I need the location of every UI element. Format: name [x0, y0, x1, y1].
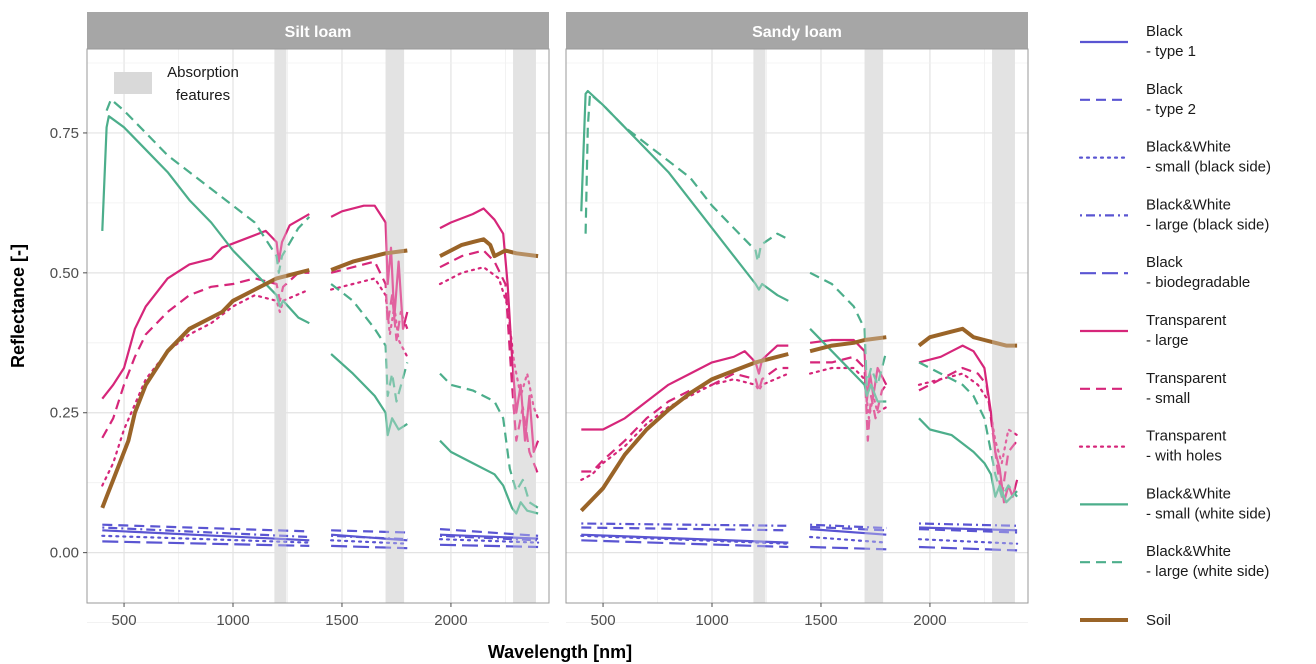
series-line — [101, 204, 540, 453]
series-lines — [100, 98, 540, 550]
x-tick-label: 1000 — [695, 612, 728, 629]
series-line — [100, 237, 539, 509]
panel-border — [86, 48, 550, 604]
series-line — [581, 338, 1019, 504]
absorption-band-overlay — [385, 49, 405, 603]
absorption-band-overlay — [753, 49, 766, 603]
absorption-band — [513, 49, 536, 603]
facet-title: Silt loam — [285, 24, 352, 41]
annotation-swatch — [114, 72, 152, 94]
legend: Black - type 1 Black - type 2 Black&White - s… — [1078, 23, 1271, 629]
legend-item: Black&White - large (black side) — [1080, 196, 1269, 233]
x-tick-label: 2000 — [434, 612, 467, 629]
series-line — [102, 526, 539, 542]
absorption-band — [274, 49, 287, 603]
legend-item: Black&White - large (white side) — [1080, 543, 1269, 580]
legend-label-line2: - small (white side) — [1146, 505, 1271, 522]
legend-label-line2: - type 1 — [1146, 43, 1196, 60]
facet-strip — [566, 12, 1028, 49]
series-line — [102, 540, 539, 550]
y-axis-title: Reflectance [-] — [8, 244, 28, 368]
legend-label-line2: - with holes — [1146, 448, 1222, 465]
legend-item: Black - type 2 — [1080, 81, 1196, 118]
legend-label-line1: Black — [1146, 254, 1183, 271]
gridlines — [87, 49, 549, 623]
y-tick-label: 0.00 — [50, 545, 79, 562]
facet-panels: Silt loam 500 1000 1500 2000 0.00 0.25 0.50 0.75… — [50, 12, 1029, 629]
series-line — [102, 523, 539, 537]
absorption-band — [753, 49, 766, 603]
legend-item: Transparent - large — [1080, 312, 1227, 349]
legend-label-line2: - small — [1146, 390, 1190, 407]
series-line — [101, 249, 540, 475]
legend-item: Transparent - small — [1080, 370, 1227, 407]
legend-label-line2: - type 2 — [1146, 101, 1196, 118]
x-tick-label: 2000 — [913, 612, 946, 629]
series-line — [101, 534, 540, 545]
legend-item: Soil — [1080, 612, 1171, 629]
x-axis-title: Wavelength [nm] — [488, 642, 632, 662]
x-tick-label: 1000 — [216, 612, 249, 629]
panel-1: Silt loam 500 1000 1500 2000 0.00 0.25 0.50 0.75… — [50, 12, 550, 629]
legend-label-line1: Black — [1146, 81, 1183, 98]
facet-strip — [87, 12, 549, 49]
annotation-label-line2: features — [176, 87, 230, 104]
series-line — [581, 526, 1018, 544]
legend-label-line1: Black&White — [1146, 485, 1231, 502]
series-line — [101, 266, 540, 487]
legend-label-line1: Black&White — [1146, 543, 1231, 560]
y-tick-label: 0.25 — [50, 405, 79, 422]
legend-label-line1: Transparent — [1146, 428, 1227, 445]
series-line — [581, 522, 1018, 530]
legend-label-line2: - large (black side) — [1146, 216, 1269, 233]
legend-label-line1: Soil — [1146, 612, 1171, 629]
absorption-band-overlay — [274, 49, 287, 603]
series-line — [105, 98, 539, 509]
gridlines — [566, 49, 1028, 623]
annotation-label-line1: Absorption — [167, 64, 239, 81]
series-line — [580, 534, 1019, 545]
series-line — [581, 525, 1018, 534]
legend-item: Black - biodegradable — [1080, 254, 1250, 291]
legend-label-line2: - small (black side) — [1146, 159, 1271, 176]
x-tick-label: 500 — [112, 612, 137, 629]
legend-item: Black - type 1 — [1080, 23, 1196, 60]
series-line — [580, 89, 1018, 504]
facet-title: Sandy loam — [752, 24, 842, 41]
panel-border — [565, 48, 1029, 604]
legend-label-line1: Black&White — [1146, 139, 1231, 156]
series-line — [580, 366, 1019, 481]
legend-label-line2: - biodegradable — [1146, 274, 1250, 291]
legend-item: Black&White - small (black side) — [1078, 139, 1271, 176]
series-line — [581, 539, 1018, 552]
absorption-band-overlay — [992, 49, 1015, 603]
legend-item: Black&White - small (white side) — [1080, 485, 1271, 522]
absorption-band-overlay — [864, 49, 884, 603]
legend-label-line2: - large — [1146, 332, 1189, 349]
legend-label-line1: Black — [1146, 23, 1183, 40]
legend-label-line1: Transparent — [1146, 312, 1227, 329]
series-line — [101, 115, 539, 515]
x-tick-label: 1500 — [325, 612, 358, 629]
panel-2: Sandy loam 500 1000 1500 2000 — [565, 12, 1029, 629]
y-tick-label: 0.50 — [50, 265, 79, 282]
absorption-band-overlay — [513, 49, 536, 603]
legend-label-line1: Black&White — [1146, 196, 1231, 213]
legend-label-line1: Transparent — [1146, 370, 1227, 387]
series-line — [579, 326, 1018, 513]
x-tick-label: 500 — [591, 612, 616, 629]
y-tick-label: 0.75 — [50, 125, 79, 142]
legend-item: Transparent - with holes — [1078, 428, 1227, 465]
series-line — [584, 92, 1018, 498]
absorption-band — [864, 49, 884, 603]
x-tick-label: 1500 — [804, 612, 837, 629]
legend-label-line2: - large (white side) — [1146, 563, 1269, 580]
series-lines — [579, 89, 1019, 552]
